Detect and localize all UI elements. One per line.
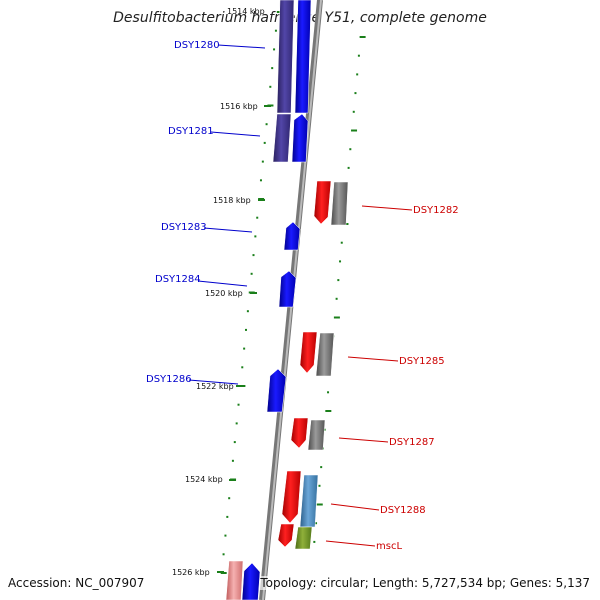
gene-arrow-DSY1281 bbox=[291, 113, 309, 163]
leader-DSY1283 bbox=[203, 227, 253, 233]
gene-arrow-mscL bbox=[277, 523, 295, 548]
kbp-label-1516: 1516 kbp bbox=[220, 102, 258, 111]
leader-DSY1282 bbox=[361, 205, 413, 211]
cds-block-DSY1282 bbox=[330, 181, 349, 226]
cds-block-DSY1281 bbox=[272, 113, 292, 163]
gene-arrow-DSY1284[interactable] bbox=[278, 270, 297, 308]
leader-DSY1280 bbox=[217, 44, 266, 49]
gene-arrow-bottom-blue[interactable] bbox=[241, 562, 261, 600]
gene-feature-DSY1288[interactable] bbox=[281, 470, 319, 528]
right-tick-marks bbox=[313, 36, 366, 543]
gene-label-DSY1288[interactable]: DSY1288 bbox=[380, 505, 426, 516]
kbp-label-1520: 1520 kbp bbox=[205, 289, 243, 298]
gene-arrow-DSY1283[interactable] bbox=[283, 221, 301, 251]
gene-label-DSY1283[interactable]: DSY1283 bbox=[161, 222, 207, 233]
gene-feature-DSY1282[interactable] bbox=[313, 180, 349, 226]
gene-arrow-DSY1285 bbox=[299, 331, 318, 374]
gene-label-DSY1287[interactable]: DSY1287 bbox=[389, 437, 435, 448]
gene-label-mscL[interactable]: mscL bbox=[376, 541, 402, 552]
leader-DSY1286 bbox=[188, 379, 239, 385]
kbp-label-1526: 1526 kbp bbox=[172, 568, 210, 577]
gene-label-DSY1282[interactable]: DSY1282 bbox=[413, 205, 459, 216]
cds-block-DSY1287 bbox=[307, 419, 326, 451]
gene-arrow-DSY1287 bbox=[290, 417, 309, 449]
gene-feature-DSY1281[interactable] bbox=[272, 113, 309, 163]
kbp-label-1524: 1524 kbp bbox=[185, 475, 223, 484]
gene-feature-DSY1285[interactable] bbox=[299, 331, 335, 377]
gene-label-DSY1285[interactable]: DSY1285 bbox=[399, 356, 445, 367]
gene-feature-DSY1280[interactable] bbox=[276, 0, 312, 114]
gene-label-DSY1280[interactable]: DSY1280 bbox=[174, 40, 220, 51]
gene-arrow-DSY1280 bbox=[294, 0, 312, 114]
gene-arrow-DSY1286[interactable] bbox=[266, 368, 287, 413]
kbp-label-1522: 1522 kbp bbox=[196, 382, 234, 391]
gene-feature-mscL[interactable] bbox=[277, 523, 313, 550]
gene-feature-DSY1287[interactable] bbox=[290, 417, 326, 451]
cds-block-mscL bbox=[294, 526, 313, 550]
gene-block-bottom-pink[interactable] bbox=[225, 560, 244, 600]
gene-arrow-DSY1282 bbox=[313, 180, 332, 225]
cds-block-DSY1280 bbox=[276, 0, 295, 114]
genome-summary-text: Topology: circular; Length: 5,727,534 bp… bbox=[260, 576, 590, 590]
cds-block-DSY1285 bbox=[315, 332, 335, 377]
gene-label-DSY1284[interactable]: DSY1284 bbox=[155, 274, 201, 285]
gene-label-DSY1281[interactable]: DSY1281 bbox=[168, 126, 214, 137]
kbp-label-1518: 1518 kbp bbox=[213, 196, 251, 205]
leader-mscL bbox=[325, 540, 376, 547]
leader-DSY1284 bbox=[197, 280, 248, 287]
leader-DSY1281 bbox=[210, 131, 261, 137]
leader-DSY1285 bbox=[347, 356, 399, 362]
accession-text: Accession: NC_007907 bbox=[8, 576, 145, 590]
gene-label-DSY1286[interactable]: DSY1286 bbox=[146, 374, 192, 385]
cds-block-DSY1288 bbox=[299, 474, 319, 528]
gene-arrow-DSY1288 bbox=[281, 470, 302, 524]
leader-DSY1287 bbox=[338, 437, 389, 443]
kbp-label-1514: 1514 kbp bbox=[227, 7, 265, 16]
leader-DSY1288 bbox=[330, 503, 380, 511]
